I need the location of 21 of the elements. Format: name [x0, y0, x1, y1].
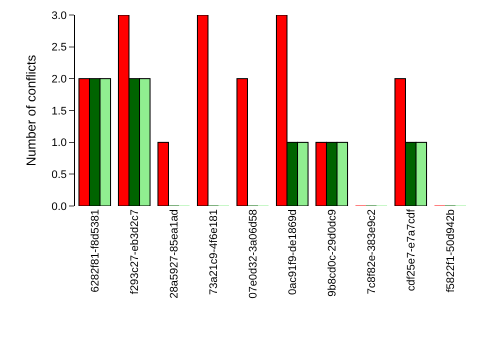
- y-tick-label: 2.5: [52, 42, 67, 54]
- x-tick-label: 28a5927-85ea1ad: [168, 209, 180, 299]
- y-tick-label: 2.0: [52, 74, 67, 86]
- x-tick-label: 73a21c9-4f6e181: [208, 209, 220, 295]
- x-tick-label: 07e0d32-3a06d58: [247, 209, 260, 299]
- y-tick-label: 1.5: [52, 105, 67, 118]
- x-tick-label: 6282f81-f8d5381: [89, 209, 102, 292]
- x-tick-label: f293c27-eb3d2c7: [128, 209, 141, 294]
- bar: [196, 15, 208, 206]
- y-tick-label: 3.0: [52, 10, 67, 22]
- bar: [157, 142, 169, 206]
- y-tick-label: 0.5: [52, 169, 67, 182]
- x-tick-label: cdf25e7-e7a7cdf: [405, 208, 418, 292]
- x-tick-label: 7c8f82e-383e9c2: [366, 209, 378, 294]
- x-tick-label: 0ac91f9-de1869d: [286, 209, 299, 295]
- y-tick-label: 0.0: [52, 200, 67, 213]
- x-tick-label: 9b8cd0c-29d0dc9: [326, 209, 338, 297]
- y-axis-title: Number of conflicts: [23, 54, 38, 166]
- x-tick-label: f5822f1-50d942b: [444, 209, 457, 292]
- bar: [236, 78, 248, 206]
- y-tick-label: 1.0: [52, 137, 67, 150]
